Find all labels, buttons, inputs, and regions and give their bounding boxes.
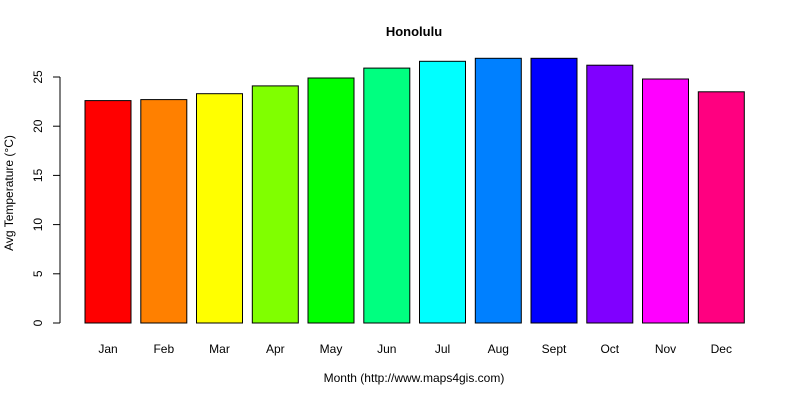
bar-nov [642, 78, 689, 324]
x-tick-label: Sept [542, 342, 567, 356]
y-tick-label: 25 [31, 70, 45, 84]
bar-jul [419, 60, 466, 324]
bar-may [307, 77, 355, 324]
bar-dec [697, 91, 745, 324]
x-tick-label: Apr [266, 342, 285, 356]
bar-mar [196, 93, 243, 324]
x-axis-label: Month (http://www.maps4gis.com) [324, 371, 505, 385]
x-tick-label: Jul [435, 342, 450, 356]
bars-group [84, 57, 745, 324]
x-tick-label: May [320, 342, 343, 356]
y-axis-label: Avg Temperature (°C) [2, 135, 16, 251]
x-tick-label: Nov [655, 342, 676, 356]
x-tick-label: Jun [377, 342, 396, 356]
y-tick-label: 20 [31, 119, 45, 133]
y-tick-label: 0 [31, 319, 45, 326]
x-tick-label: Feb [153, 342, 174, 356]
bar-feb [140, 99, 188, 324]
x-axis-ticks: Jan Feb Mar Apr May Jun Jul Aug Sept Oct Nov Dec [98, 342, 732, 356]
y-tick-label: 10 [31, 218, 45, 232]
bar-jun [363, 67, 411, 324]
bar-sept [530, 57, 578, 324]
x-tick-label: Mar [209, 342, 230, 356]
bar-apr [251, 85, 299, 324]
x-tick-label: Dec [711, 342, 732, 356]
y-tick-label: 15 [31, 168, 45, 182]
x-tick-label: Oct [600, 342, 619, 356]
chart-title: Honolulu [386, 24, 442, 39]
bar-jan [84, 100, 132, 324]
y-axis: 0 5 10 15 20 25 [31, 70, 61, 326]
y-tick-label: 5 [31, 270, 45, 277]
bar-aug [474, 57, 522, 324]
x-tick-label: Aug [488, 342, 509, 356]
bar-oct [586, 64, 634, 324]
x-tick-label: Jan [98, 342, 117, 356]
